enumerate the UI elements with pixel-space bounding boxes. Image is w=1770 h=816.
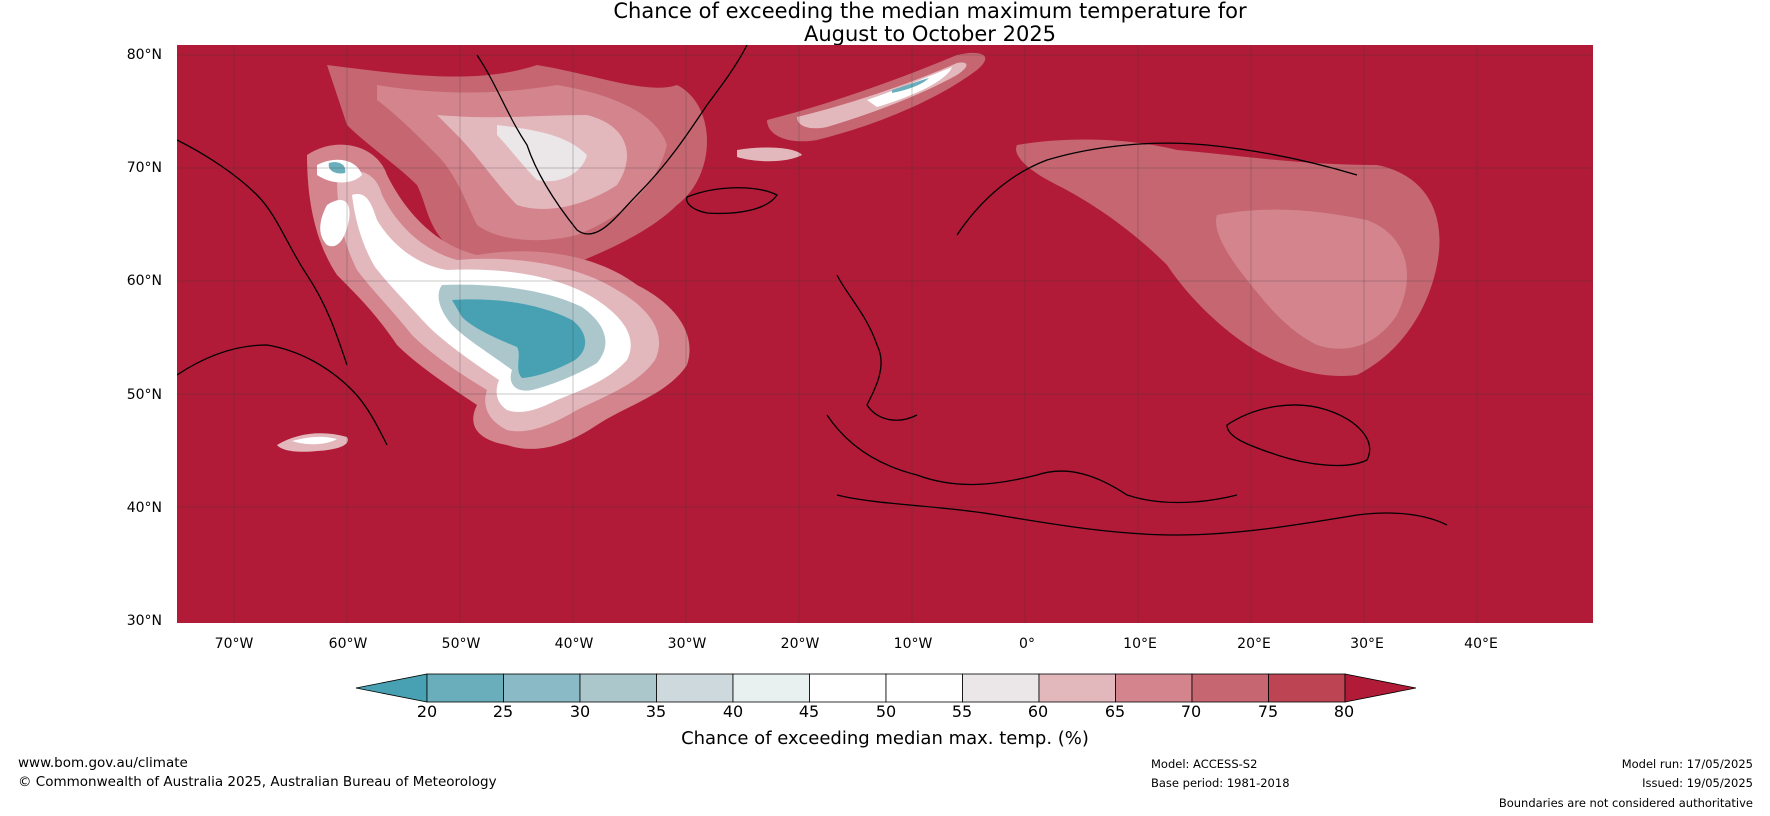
disclaimer-text: Boundaries are not considered authoritat… bbox=[1498, 796, 1753, 810]
colorbar-segment bbox=[503, 673, 581, 703]
greenland-coast bbox=[476, 45, 748, 235]
colorbar-tick-35: 35 bbox=[645, 702, 667, 721]
lon-label-10w: 10°W bbox=[893, 636, 933, 652]
greenland-sea-anomaly-region bbox=[737, 52, 986, 162]
colorbar-tick-80: 80 bbox=[1333, 702, 1355, 721]
colorbar-tick-20: 20 bbox=[416, 702, 438, 721]
colorbar-tick-55: 55 bbox=[951, 702, 973, 721]
colorbar-segment bbox=[962, 673, 1040, 703]
colorbar-segment bbox=[1038, 673, 1116, 703]
lon-label-40w: 40°W bbox=[554, 636, 594, 652]
lat-label-60n: 60°N bbox=[126, 273, 162, 289]
colorbar-segment bbox=[1268, 673, 1346, 703]
coastlines bbox=[177, 45, 1448, 536]
colorbar-segment bbox=[656, 673, 734, 703]
baffin-coast bbox=[177, 139, 348, 366]
map-title: Chance of exceeding the median maximum t… bbox=[0, 0, 1770, 46]
model-run-text: Model run: 17/05/2025 bbox=[1621, 757, 1753, 771]
title-line-1: Chance of exceeding the median maximum t… bbox=[613, 0, 1247, 23]
lat-label-50n: 50°N bbox=[126, 387, 162, 403]
colorbar-tick-40: 40 bbox=[722, 702, 744, 721]
website-link[interactable]: www.bom.gov.au/climate bbox=[18, 755, 188, 771]
mediterranean-north-coast bbox=[826, 414, 1238, 504]
lon-label-10e: 10°E bbox=[1123, 636, 1157, 652]
lat-label-80n: 80°N bbox=[126, 47, 162, 63]
base-period-text: Base period: 1981-2018 bbox=[1151, 776, 1290, 790]
colorbar-extend-low bbox=[355, 673, 428, 703]
lon-label-20e: 20°E bbox=[1237, 636, 1271, 652]
colorbar-tick-30: 30 bbox=[569, 702, 591, 721]
colorbar-segments bbox=[355, 673, 1417, 703]
colorbar-tick-75: 75 bbox=[1257, 702, 1279, 721]
colorbar-segment bbox=[426, 673, 504, 703]
colorbar-extend-high bbox=[1344, 673, 1417, 703]
colorbar-tick-70: 70 bbox=[1180, 702, 1202, 721]
lon-label-0: 0° bbox=[1019, 636, 1035, 652]
copyright-text: © Commonwealth of Australia 2025, Austra… bbox=[18, 774, 497, 790]
north-africa-coast bbox=[836, 494, 1448, 536]
issued-text: Issued: 19/05/2025 bbox=[1642, 776, 1753, 790]
eastern-europe-anomaly-region bbox=[1016, 139, 1440, 376]
north-atlantic-anomaly-region bbox=[277, 144, 690, 452]
colorbar-tick-45: 45 bbox=[798, 702, 820, 721]
lat-label-30n: 30°N bbox=[126, 613, 162, 629]
graticule bbox=[177, 45, 1593, 623]
colorbar-segment bbox=[1115, 673, 1193, 703]
colorbar-segment bbox=[732, 673, 810, 703]
scandinavia-coast bbox=[956, 142, 1358, 236]
lat-label-70n: 70°N bbox=[126, 160, 162, 176]
black-sea-coast bbox=[1226, 404, 1371, 467]
colorbar bbox=[355, 673, 1417, 703]
north-america-coast bbox=[177, 344, 388, 446]
lat-label-40n: 40°N bbox=[126, 500, 162, 516]
model-text: Model: ACCESS-S2 bbox=[1151, 757, 1258, 771]
lon-label-70w: 70°W bbox=[214, 636, 254, 652]
colorbar-tick-65: 65 bbox=[1104, 702, 1126, 721]
colorbar-tick-50: 50 bbox=[875, 702, 897, 721]
colorbar-segment bbox=[579, 673, 657, 703]
lon-label-30e: 30°E bbox=[1350, 636, 1384, 652]
lon-label-30w: 30°W bbox=[667, 636, 707, 652]
colorbar-tick-25: 25 bbox=[492, 702, 514, 721]
lon-label-20w: 20°W bbox=[780, 636, 820, 652]
british-isles-coast bbox=[836, 274, 918, 421]
lon-label-60w: 60°W bbox=[328, 636, 368, 652]
colorbar-tick-60: 60 bbox=[1027, 702, 1049, 721]
lon-label-50w: 50°W bbox=[441, 636, 481, 652]
map-canvas bbox=[177, 45, 1593, 623]
colorbar-label: Chance of exceeding median max. temp. (%… bbox=[681, 728, 1089, 749]
colorbar-segment bbox=[885, 673, 963, 703]
lon-label-40e: 40°E bbox=[1464, 636, 1498, 652]
colorbar-segment bbox=[809, 673, 887, 703]
colorbar-segment bbox=[1191, 673, 1269, 703]
iceland-coast bbox=[686, 187, 778, 215]
forecast-map bbox=[177, 45, 1593, 623]
title-line-2: August to October 2025 bbox=[803, 22, 1057, 46]
greenland-anomaly-region bbox=[327, 65, 707, 278]
